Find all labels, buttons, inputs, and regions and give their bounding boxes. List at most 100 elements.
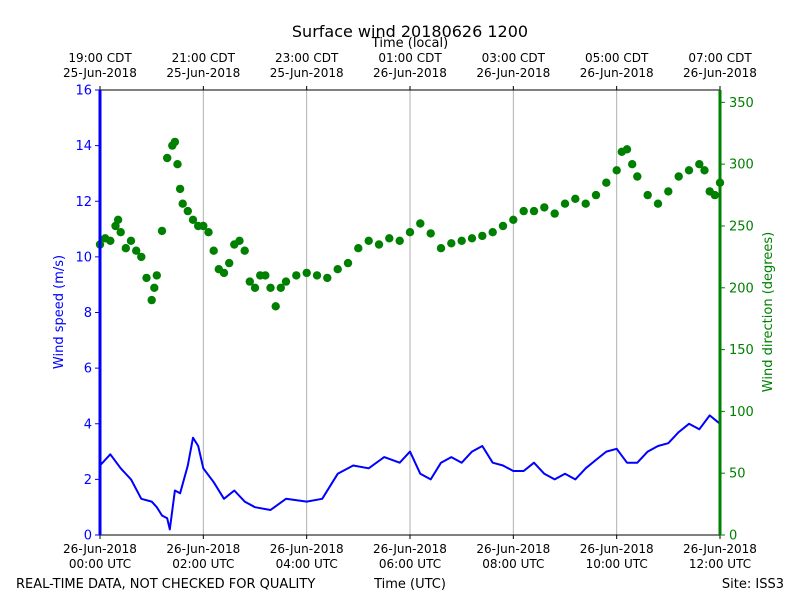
wind-direction-point bbox=[225, 258, 234, 268]
wind-direction-point bbox=[281, 277, 291, 286]
y-tick-label-left: 10 bbox=[75, 250, 92, 265]
x-tick-label-bottom-time: 06:00 UTC bbox=[379, 557, 441, 571]
wind-direction-point bbox=[612, 166, 621, 175]
y-tick-label-left: 8 bbox=[84, 306, 92, 321]
wind-direction-point bbox=[235, 236, 244, 245]
wind-direction-point bbox=[173, 160, 182, 169]
wind-direction-point bbox=[250, 283, 260, 292]
wind-direction-point bbox=[633, 172, 642, 181]
wind-direction-point bbox=[333, 265, 342, 274]
wind-direction-point bbox=[276, 283, 285, 292]
x-tick-label-bottom-date: 26-Jun-2018 bbox=[166, 542, 240, 556]
wind-direction-point bbox=[700, 166, 709, 175]
x-tick-label-top-date: 25-Jun-2018 bbox=[63, 66, 137, 80]
x-tick-label-bottom-time: 00:00 UTC bbox=[69, 557, 131, 571]
axis-ticks bbox=[95, 86, 725, 539]
x-tick-label-top-date: 26-Jun-2018 bbox=[373, 66, 447, 80]
y-tick-label-left: 0 bbox=[84, 529, 92, 544]
wind-direction-point bbox=[157, 226, 167, 236]
x-tick-label-top-time: 01:00 CDT bbox=[378, 51, 442, 65]
wind-direction-point bbox=[674, 172, 683, 181]
y-tick-label-right: 250 bbox=[729, 219, 754, 234]
x-tick-label-bottom-time: 10:00 UTC bbox=[586, 557, 648, 571]
wind-direction-point bbox=[710, 190, 719, 200]
wind-direction-point bbox=[147, 295, 156, 305]
wind-direction-point bbox=[199, 221, 208, 231]
x-tick-label-top-time: 19:00 CDT bbox=[68, 51, 132, 65]
x-tick-label-bottom-date: 26-Jun-2018 bbox=[580, 542, 654, 556]
wind-direction-point bbox=[447, 239, 456, 248]
y-tick-label-right: 200 bbox=[729, 281, 754, 296]
y-tick-label-right: 300 bbox=[729, 158, 754, 173]
vertical-grid-lines bbox=[202, 90, 618, 535]
wind-direction-point bbox=[591, 190, 601, 200]
x-tick-label-bottom-time: 08:00 UTC bbox=[482, 557, 544, 571]
wind-direction-point bbox=[519, 206, 528, 216]
y-tick-label-right: 350 bbox=[729, 96, 754, 111]
y-tick-label-left: 16 bbox=[75, 84, 92, 99]
bottom-axis-label: Time (UTC) bbox=[373, 577, 446, 592]
wind-direction-point bbox=[240, 246, 249, 255]
wind-direction-point bbox=[385, 234, 394, 243]
wind-direction-point bbox=[178, 199, 187, 208]
wind-direction-point bbox=[426, 229, 435, 238]
wind-direction-point bbox=[219, 268, 229, 278]
x-tick-label-top-time: 05:00 CDT bbox=[585, 51, 649, 65]
top-axis-label: Time (local) bbox=[371, 36, 448, 51]
x-tick-label-top-date: 25-Jun-2018 bbox=[166, 66, 240, 80]
wind-direction-point bbox=[571, 194, 580, 203]
wind-direction-point bbox=[188, 215, 198, 224]
wind-direction-point bbox=[395, 236, 404, 245]
x-tick-label-bottom-time: 04:00 UTC bbox=[276, 557, 338, 571]
wind-direction-point bbox=[170, 137, 180, 147]
wind-direction-point bbox=[126, 236, 136, 245]
wind-direction-point bbox=[261, 271, 270, 280]
wind-direction-point bbox=[581, 199, 590, 208]
wind-direction-point bbox=[132, 246, 141, 255]
wind-direction-point bbox=[628, 160, 637, 169]
wind-direction-point bbox=[560, 199, 570, 208]
wind-direction-point bbox=[364, 236, 373, 245]
quality-disclaimer: REAL-TIME DATA, NOT CHECKED FOR QUALITY bbox=[16, 577, 315, 592]
x-tick-label-bottom-date: 26-Jun-2018 bbox=[373, 542, 447, 556]
wind-direction-point bbox=[209, 246, 218, 255]
wind-speed-line bbox=[99, 414, 721, 531]
wind-direction-point bbox=[204, 228, 213, 237]
wind-direction-point bbox=[266, 283, 275, 292]
wind-direction-point bbox=[245, 277, 254, 286]
site-label: Site: ISS3 bbox=[722, 577, 784, 592]
wind-direction-point bbox=[643, 190, 652, 200]
x-tick-label-top-date: 26-Jun-2018 bbox=[580, 66, 654, 80]
wind-direction-point bbox=[323, 273, 332, 283]
x-tick-label-top-time: 07:00 CDT bbox=[688, 51, 752, 65]
wind-direction-point bbox=[343, 258, 353, 268]
wind-direction-point bbox=[292, 271, 301, 280]
wind-direction-point bbox=[550, 209, 559, 218]
wind-direction-point bbox=[695, 160, 704, 169]
wind-direction-point bbox=[142, 273, 151, 283]
wind-direction-point bbox=[622, 145, 632, 154]
wind-direction-point bbox=[529, 206, 539, 216]
wind-direction-point bbox=[498, 221, 508, 231]
left-axis-label: Wind speed (m/s) bbox=[52, 255, 67, 369]
wind-direction-point bbox=[271, 302, 280, 311]
y-tick-label-right: 50 bbox=[729, 467, 746, 482]
right-axis-label: Wind direction (degrees) bbox=[761, 232, 776, 392]
wind-direction-point bbox=[436, 244, 446, 253]
wind-direction-point bbox=[416, 219, 425, 228]
x-tick-label-bottom-time: 02:00 UTC bbox=[172, 557, 234, 571]
wind-direction-point bbox=[467, 234, 477, 243]
x-tick-label-top-date: 26-Jun-2018 bbox=[476, 66, 550, 80]
y-tick-label-right: 0 bbox=[729, 529, 737, 544]
wind-direction-point bbox=[163, 153, 172, 163]
chart-title: Surface wind 20180626 1200 bbox=[292, 22, 528, 41]
x-tick-label-bottom-date: 26-Jun-2018 bbox=[63, 542, 137, 556]
wind-direction-point bbox=[137, 252, 146, 262]
wind-direction-point bbox=[113, 215, 123, 224]
y-tick-label-left: 4 bbox=[84, 417, 92, 432]
wind-direction-point bbox=[374, 240, 384, 249]
wind-direction-point bbox=[540, 203, 549, 212]
